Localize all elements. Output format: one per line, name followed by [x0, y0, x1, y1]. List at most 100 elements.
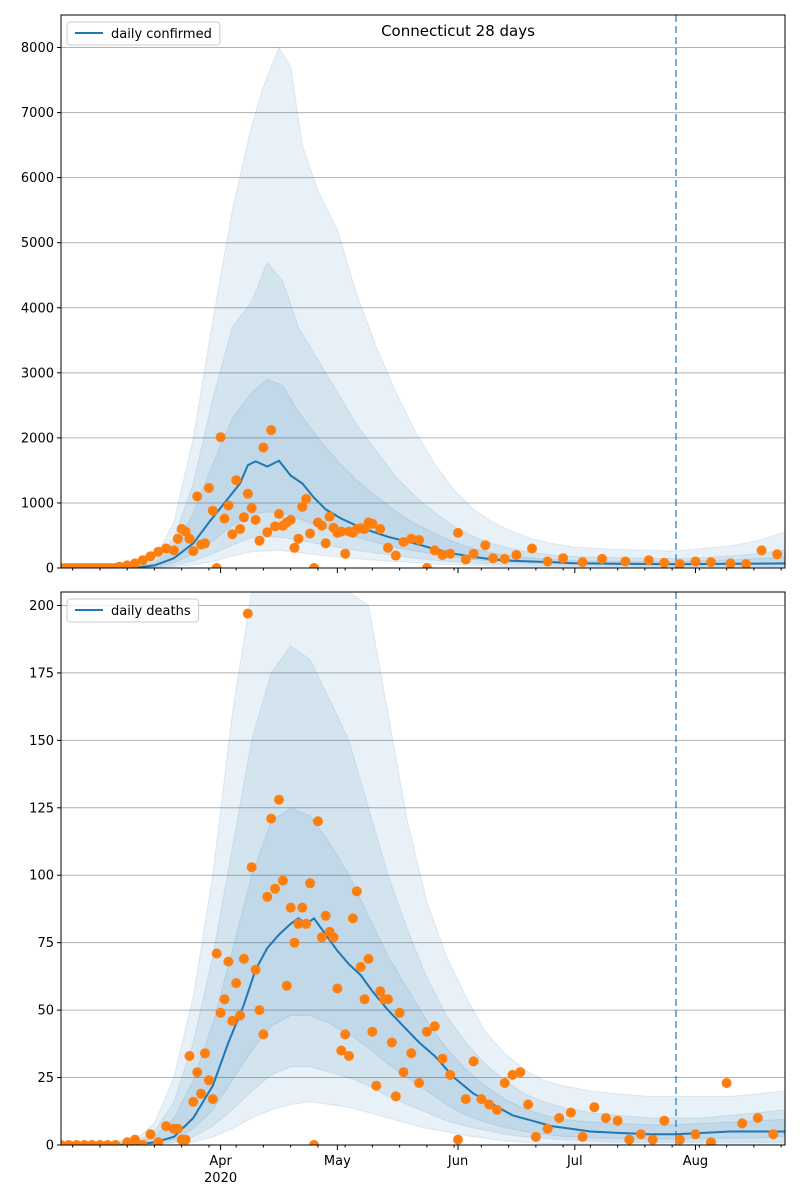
observed-point [262, 527, 273, 538]
observed-point [219, 994, 230, 1005]
observed-point [577, 557, 588, 568]
observed-point [172, 533, 183, 544]
confirmed-y-axis-ticks: 0 1000 2000 3000 4000 5000 6000 7000 8000 [21, 41, 61, 577]
observed-point [737, 1118, 748, 1129]
observed-point [320, 910, 331, 921]
observed-point [383, 994, 393, 1005]
observed-point [398, 1067, 409, 1078]
observed-point [270, 883, 281, 894]
observed-point [390, 550, 401, 561]
y-tick-label: 0 [46, 1139, 54, 1154]
observed-point [499, 1078, 510, 1088]
y-tick-label: 175 [29, 666, 54, 681]
observed-point [301, 494, 312, 504]
observed-point [145, 1129, 156, 1140]
observed-point [309, 1140, 319, 1145]
observed-point [468, 548, 479, 559]
observed-point [659, 1115, 670, 1126]
observed-point [200, 538, 210, 549]
observed-point [184, 1051, 195, 1061]
observed-point [192, 1067, 203, 1078]
confirmed-legend: daily confirmed [66, 21, 221, 46]
observed-point [309, 563, 319, 568]
observed-point [577, 1131, 588, 1142]
observed-point [328, 932, 339, 943]
observed-point [223, 956, 234, 967]
observed-point [184, 533, 195, 544]
observed-point [375, 986, 386, 997]
x-tick-label: Apr [209, 1154, 232, 1169]
observed-point [188, 546, 199, 557]
observed-point [219, 513, 230, 524]
observed-point [227, 529, 238, 540]
observed-point [542, 1123, 553, 1134]
observed-point [114, 561, 125, 568]
observed-point [285, 902, 296, 913]
observed-point [246, 503, 257, 514]
observed-point [172, 1123, 183, 1134]
observed-point [274, 509, 284, 519]
observed-point [659, 557, 670, 568]
confirmed-axes-frame [60, 14, 786, 569]
observed-point [281, 980, 292, 991]
observed-point [297, 902, 308, 913]
observed-point [258, 1029, 269, 1040]
legend-label: daily confirmed [111, 27, 212, 42]
observed-point [371, 1080, 382, 1091]
observed-point [643, 555, 654, 566]
observed-point [203, 483, 214, 493]
observed-point [215, 432, 226, 443]
observed-point [203, 1075, 214, 1086]
observed-point [768, 1129, 779, 1140]
observed-point [320, 538, 331, 549]
observed-point [445, 548, 456, 559]
observed-point [235, 1010, 246, 1021]
y-tick-label: 0 [46, 562, 54, 577]
observed-point [262, 891, 273, 902]
observed-point [332, 983, 343, 994]
series-line [61, 459, 785, 568]
observed-point [207, 1094, 218, 1105]
y-tick-label: 8000 [21, 41, 54, 56]
observed-point [161, 1121, 172, 1132]
observed-point [674, 559, 685, 568]
observed-point [414, 1078, 425, 1088]
observed-point [624, 1134, 635, 1145]
observed-point [752, 1113, 763, 1123]
observed-point [235, 524, 246, 534]
observed-point [706, 557, 716, 568]
observed-point [316, 932, 327, 943]
observed-point [530, 1131, 541, 1142]
observed-point [231, 475, 242, 486]
y-tick-label: 200 [29, 599, 54, 614]
observed-point [612, 1115, 623, 1126]
observed-point [375, 524, 386, 534]
observed-point [168, 545, 179, 556]
y-tick-label: 100 [29, 869, 54, 884]
observed-point [289, 542, 300, 553]
y-tick-label: 1000 [21, 496, 54, 511]
observed-point [344, 1051, 354, 1061]
observed-point [336, 526, 347, 537]
observed-point [363, 953, 374, 964]
observed-point [511, 550, 522, 560]
x-tick-label: Jul [566, 1154, 583, 1169]
deaths-model-line [61, 917, 785, 1145]
observed-point [200, 1048, 210, 1059]
observed-point [589, 1102, 600, 1113]
observed-point [238, 953, 249, 964]
observed-point [542, 556, 553, 567]
observed-point [87, 1140, 98, 1145]
observed-point [437, 1053, 448, 1064]
observed-point [270, 521, 281, 532]
observed-point [468, 1056, 479, 1067]
deaths-axes-frame [60, 591, 786, 1146]
observed-point [383, 542, 393, 553]
observed-point [527, 543, 537, 554]
observed-point [71, 1140, 82, 1145]
observed-point [238, 512, 249, 523]
observed-point [597, 553, 608, 564]
observed-point [386, 1037, 397, 1048]
confirmed-model-line [61, 459, 785, 568]
observed-point [507, 1069, 518, 1080]
